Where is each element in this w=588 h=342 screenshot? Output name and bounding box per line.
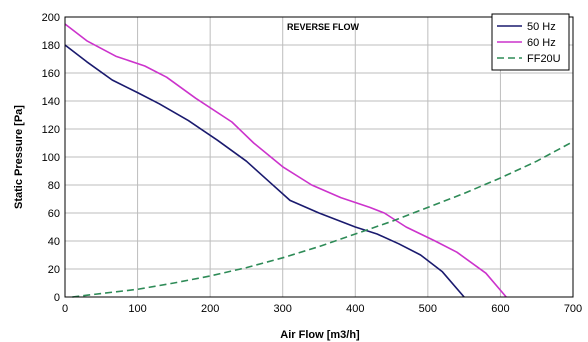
legend: 50 Hz 60 Hz FF20U — [491, 13, 570, 71]
x-axis-title: Air Flow [m3/h] — [280, 329, 360, 341]
y-tick-label: 200 — [42, 12, 60, 24]
x-tick-label: 0 — [62, 303, 68, 315]
series-line-ff20u — [72, 140, 574, 298]
y-tick-label: 40 — [48, 236, 60, 248]
x-tick-label: 100 — [128, 303, 146, 315]
x-tick-label: 600 — [491, 303, 509, 315]
x-tick-labels: 0 100 200 300 400 500 600 700 — [62, 303, 582, 315]
legend-label: FF20U — [527, 53, 561, 65]
y-tick-label: 160 — [42, 68, 60, 80]
x-tick-label: 400 — [346, 303, 364, 315]
x-tick-label: 300 — [274, 303, 292, 315]
y-tick-labels: 0 20 40 60 80 100 120 140 160 180 200 — [42, 12, 60, 304]
series-layer — [64, 23, 574, 298]
x-tick-label: 200 — [201, 303, 219, 315]
y-tick-label: 20 — [48, 264, 60, 276]
y-tick-label: 60 — [48, 208, 60, 220]
y-axis-title: Static Pressure [Pa] — [13, 105, 25, 209]
legend-box — [491, 13, 570, 71]
y-tick-label: 0 — [54, 292, 60, 304]
y-tick-label: 140 — [42, 96, 60, 108]
y-tick-label: 120 — [42, 124, 60, 136]
plot-border — [64, 16, 574, 298]
series-line-60-hz — [64, 23, 507, 298]
series-line-50-hz — [64, 44, 465, 298]
y-tick-label: 100 — [42, 152, 60, 164]
x-tick-label: 500 — [419, 303, 437, 315]
legend-label: 50 Hz — [527, 21, 556, 33]
legend-label: 60 Hz — [527, 37, 556, 49]
x-tick-label: 700 — [564, 303, 582, 315]
y-tick-label: 180 — [42, 40, 60, 52]
chart-title: REVERSE FLOW — [287, 22, 360, 32]
y-tick-label: 80 — [48, 180, 60, 192]
